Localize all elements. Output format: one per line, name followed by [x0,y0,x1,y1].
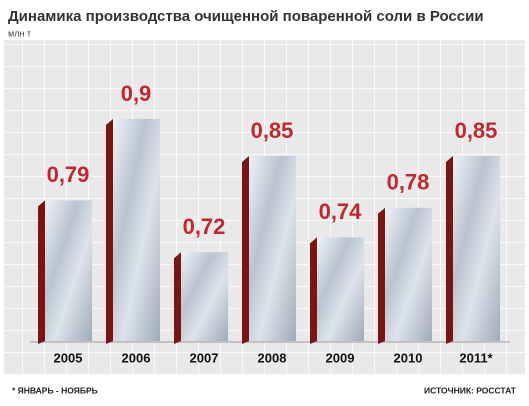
x-tick-label: 2011* [459,350,493,365]
value-label: 0,74 [319,199,363,224]
value-label: 0,72 [183,214,226,239]
chart-subtitle: млн т [8,28,31,38]
bar [249,156,296,341]
value-label: 0,85 [455,118,498,143]
bar-side [378,207,385,344]
x-tick-label: 2009 [326,350,355,365]
bar-side [106,119,113,344]
x-tick-label: 2006 [122,350,151,365]
source: ИСТОЧНИК: РОССТАТ [424,385,517,395]
x-tick-label: 2007 [190,350,219,365]
bar [45,200,92,341]
bar-side [242,156,249,344]
bar [385,207,432,341]
footnote: * ЯНВАРЬ - НОЯБРЬ [12,385,98,395]
bar [453,156,500,341]
x-tick-label: 2010 [394,350,423,365]
value-label: 0,78 [387,170,430,195]
x-tick-label: 2005 [54,350,83,365]
bar-side [38,200,45,344]
value-label: 0,85 [251,118,294,143]
bar [181,252,228,341]
value-label: 0,9 [121,81,152,106]
value-label: 0,79 [47,162,90,187]
bar-side [310,237,317,344]
bar-side [174,252,181,344]
x-tick-label: 2008 [258,350,287,365]
chart-title: Динамика производства очищенной поваренн… [8,8,484,25]
bar-side [446,156,453,344]
bar [317,237,364,341]
bar [113,119,160,341]
